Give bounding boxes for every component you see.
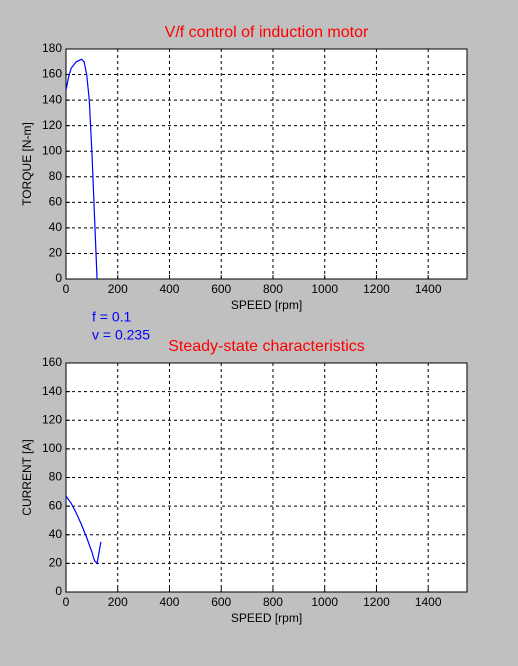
x-tick-label: 800 [263,282,283,296]
y-tick-label: 140 [42,92,62,106]
x-tick-label: 200 [108,595,128,609]
x-tick-label: 0 [63,595,70,609]
chart-title: Steady-state characteristics [168,338,365,355]
y-tick-label: 40 [49,220,63,234]
line-series [65,58,98,280]
y-tick-label: 100 [42,143,62,157]
plot-frame [65,362,468,593]
x-tick-label: 800 [263,595,283,609]
y-tick-label: 60 [49,498,63,512]
y-tick-label: 20 [49,556,63,570]
y-tick-label: 40 [49,527,63,541]
y-tick-label: 80 [49,169,63,183]
x-tick-label: 1200 [363,595,390,609]
y-tick-label: 0 [55,271,62,285]
y-axis-label: CURRENT [A] [20,439,34,515]
x-tick-label: 1400 [415,282,442,296]
x-tick-label: 1200 [363,282,390,296]
y-tick-label: 160 [42,355,62,369]
plot-frame [65,48,468,280]
y-tick-label: 0 [55,584,62,598]
x-tick-label: 600 [211,595,231,609]
y-tick-label: 20 [49,246,63,260]
y-tick-label: 120 [42,412,62,426]
y-axis-label: TORQUE [N-m] [20,122,34,206]
x-tick-label: 400 [159,595,179,609]
x-tick-label: 1400 [415,595,442,609]
x-tick-label: 1000 [311,595,338,609]
x-tick-label: 0 [63,282,70,296]
line-series [65,495,102,565]
chart-title: V/f control of induction motor [165,24,369,41]
x-tick-label: 400 [159,282,179,296]
x-tick-label: 1000 [311,282,338,296]
x-tick-label: 200 [108,282,128,296]
y-tick-label: 160 [42,67,62,81]
y-tick-label: 140 [42,384,62,398]
y-tick-label: 80 [49,470,63,484]
plot-area [65,48,468,280]
x-axis-label: SPEED [rpm] [231,611,302,625]
x-axis-label: SPEED [rpm] [231,298,302,312]
x-tick-label: 600 [211,282,231,296]
y-tick-label: 120 [42,118,62,132]
y-tick-label: 60 [49,195,63,209]
y-tick-label: 100 [42,441,62,455]
annotation: v = 0.235 [92,327,150,343]
y-tick-label: 180 [42,41,62,55]
annotation: f = 0.1 [92,309,132,325]
